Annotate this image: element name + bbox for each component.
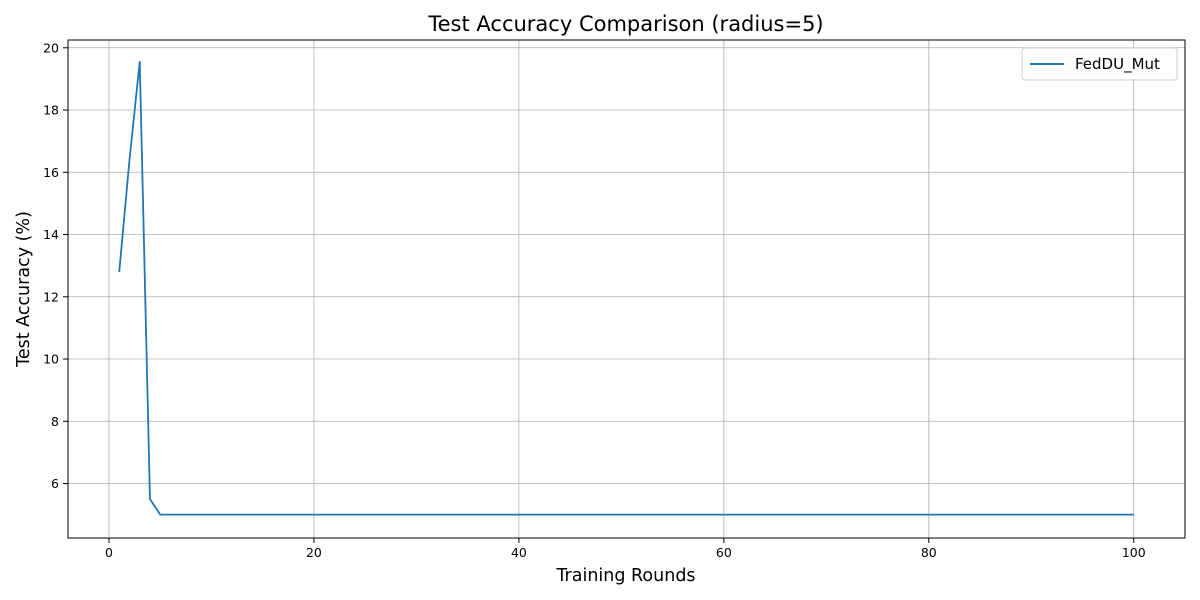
x-tick-label: 80 [921, 545, 937, 560]
x-axis-ticks: 0 20 40 60 80 100 [105, 538, 1146, 560]
y-tick-label: 12 [43, 289, 59, 304]
legend-box [1021, 47, 1178, 81]
y-axis-title: Test Accuracy (%) [14, 211, 34, 368]
legend-label: FedDU_Mut [1075, 55, 1160, 74]
plot-area-frame [67, 39, 1186, 539]
grid-lines [68, 40, 1185, 538]
chart-title: Test Accuracy Comparison (radius=5) [427, 12, 823, 36]
y-tick-label: 18 [43, 103, 59, 118]
y-tick-label: 8 [51, 414, 59, 429]
legend: FedDU_Mut [1021, 47, 1178, 81]
y-axis-ticks: 6 8 10 12 14 16 18 20 [43, 40, 68, 491]
x-tick-label: 20 [306, 545, 322, 560]
x-axis-title: Training Rounds [555, 566, 695, 586]
series-group [118, 60, 1134, 516]
x-tick-label: 60 [716, 545, 732, 560]
y-tick-label: 16 [43, 165, 59, 180]
y-tick-label: 6 [51, 476, 59, 491]
x-tick-label: 0 [105, 545, 113, 560]
x-tick-label: 100 [1122, 545, 1146, 560]
y-tick-label: 10 [43, 352, 59, 367]
series-line-feddu-mut [118, 60, 1134, 516]
y-tick-label: 14 [43, 227, 59, 242]
y-tick-label: 20 [43, 40, 59, 55]
x-tick-label: 40 [511, 545, 527, 560]
